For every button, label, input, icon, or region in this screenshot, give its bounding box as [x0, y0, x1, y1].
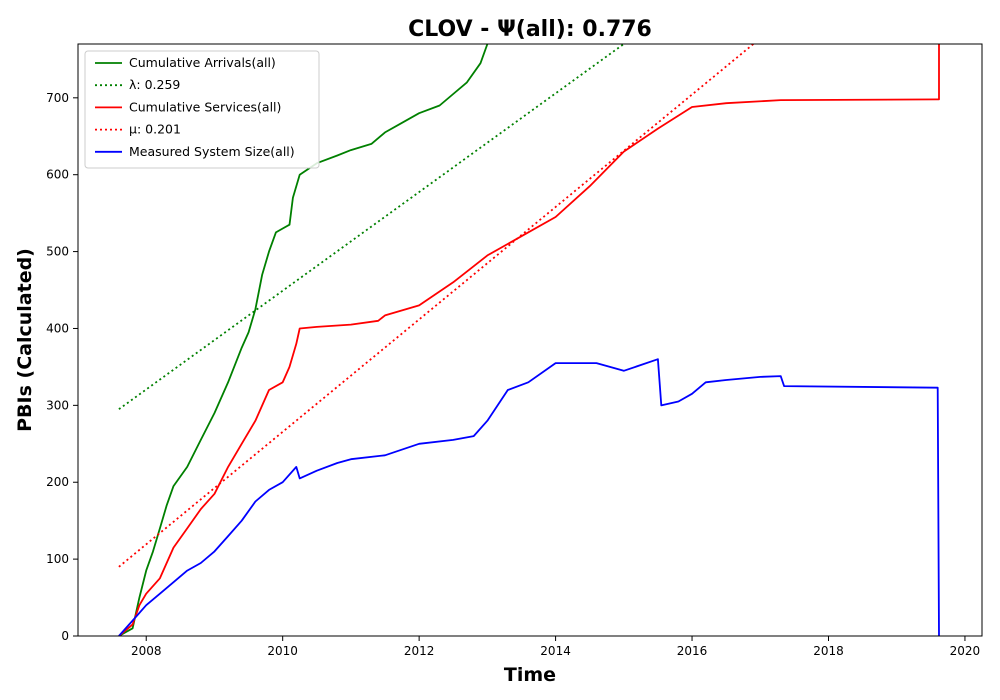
y-axis-label: PBIs (Calculated): [14, 248, 36, 432]
legend-label: Measured System Size(all): [129, 144, 295, 159]
legend-label: Cumulative Services(all): [129, 99, 281, 114]
y-tick-label: 600: [46, 168, 69, 182]
y-tick-label: 0: [61, 629, 69, 643]
y-tick-label: 400: [46, 321, 69, 335]
y-tick-label: 200: [46, 475, 69, 489]
y-tick-label: 100: [46, 552, 69, 566]
y-tick-label: 500: [46, 245, 69, 259]
x-tick-label: 2010: [267, 644, 298, 658]
x-tick-label: 2012: [404, 644, 435, 658]
x-tick-label: 2018: [813, 644, 844, 658]
x-tick-label: 2014: [540, 644, 571, 658]
legend: Cumulative Arrivals(all) λ: 0.259 Cumulati…: [85, 51, 319, 168]
x-tick-label: 2016: [677, 644, 708, 658]
x-tick-label: 2008: [131, 644, 162, 658]
chart-title: CLOV - Ψ(all): 0.776: [408, 17, 652, 42]
x-tick-label: 2020: [950, 644, 981, 658]
legend-label: Cumulative Arrivals(all): [129, 55, 276, 70]
y-tick-label: 300: [46, 398, 69, 412]
legend-label: λ: 0.259: [129, 77, 180, 92]
y-tick-label: 700: [46, 91, 69, 105]
legend-label: μ: 0.201: [129, 122, 181, 137]
x-axis-label: Time: [504, 664, 556, 686]
